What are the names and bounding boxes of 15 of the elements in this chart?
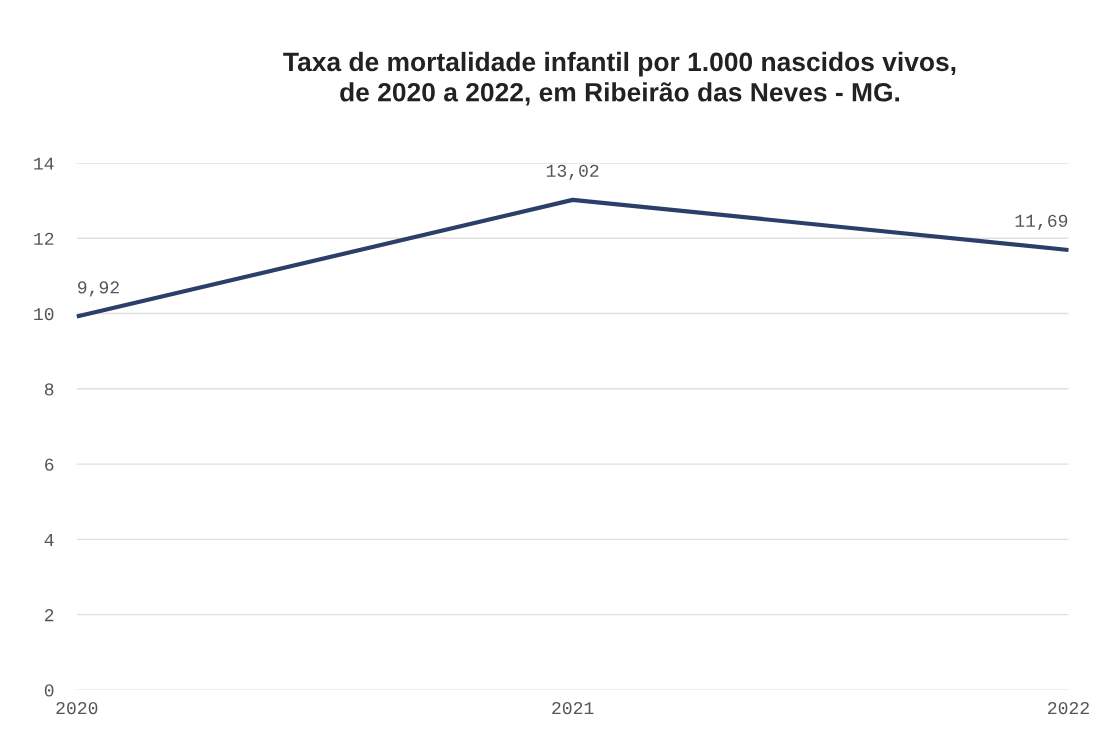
y-tick-label: 14 xyxy=(34,157,54,170)
data-label: 11,69 xyxy=(1015,214,1068,230)
x-tick-label: 2021 xyxy=(552,701,594,715)
y-tick-label: 6 xyxy=(45,458,54,471)
y-tick-label: 12 xyxy=(34,232,54,245)
data-label: 13,02 xyxy=(546,164,599,180)
y-tick-label: 10 xyxy=(34,308,54,321)
x-tick-label: 2020 xyxy=(56,701,98,715)
chart-title: Taxa de mortalidade infantil por 1.000 nascidos vivos, de 2020 a 2022, em Ribeirão das Neves - MG. xyxy=(283,51,956,106)
x-tick-label: 2022 xyxy=(1048,701,1089,715)
y-tick-label: 0 xyxy=(44,684,54,697)
y-tick-label: 4 xyxy=(44,533,54,546)
y-tick-label: 2 xyxy=(45,609,54,622)
y-tick-label: 8 xyxy=(44,383,54,396)
data-label: 9,92 xyxy=(78,281,119,297)
